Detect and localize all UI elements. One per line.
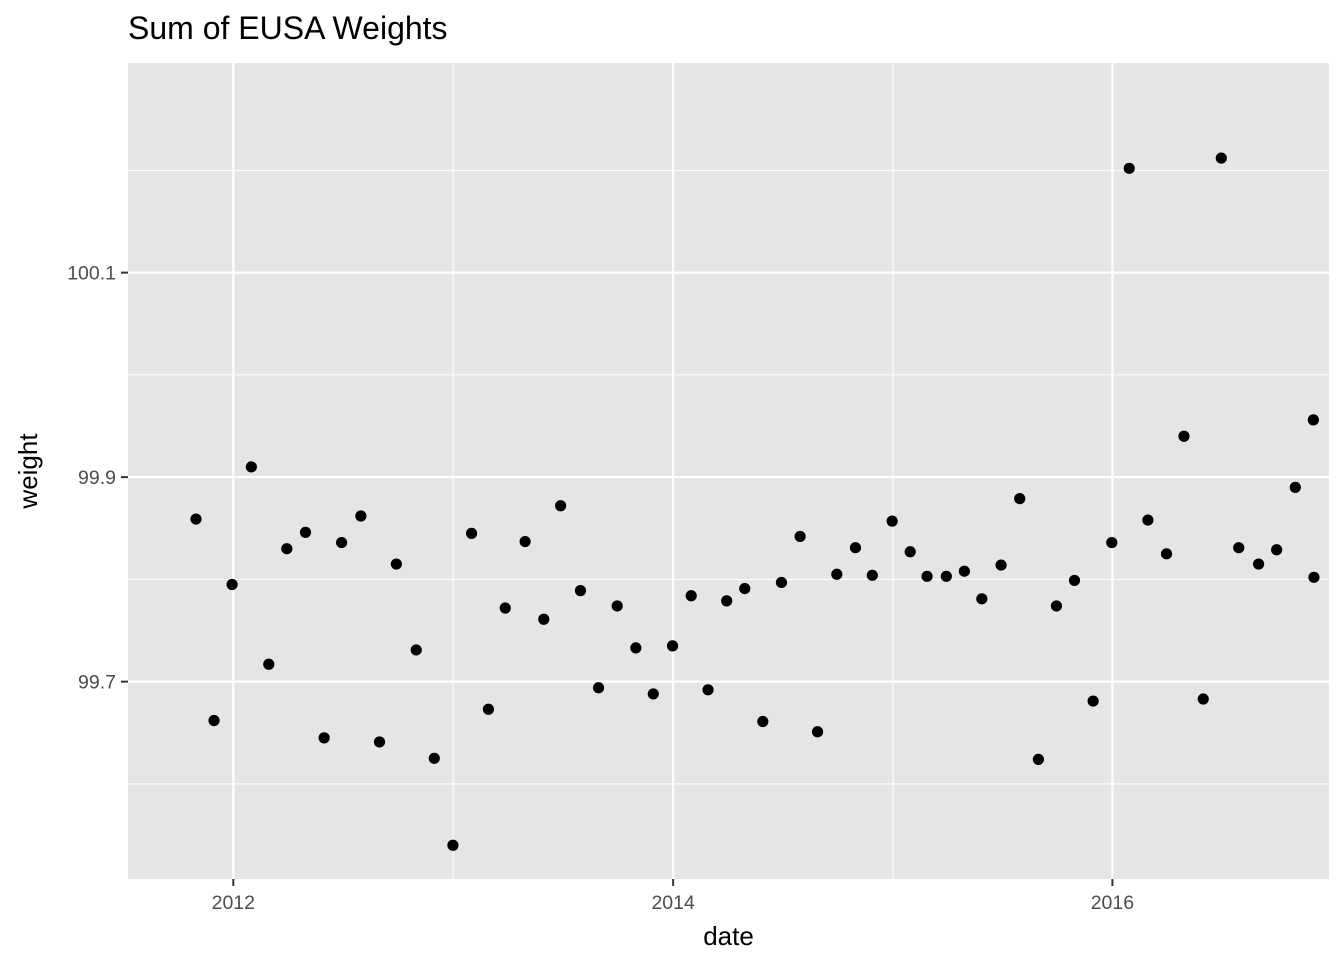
data-point <box>1032 753 1044 765</box>
data-point <box>831 568 843 580</box>
data-point <box>226 578 238 591</box>
data-point <box>849 542 862 554</box>
data-point <box>355 510 367 522</box>
data-point <box>1142 514 1154 526</box>
x-tick-label: 2012 <box>212 892 255 914</box>
data-point <box>940 570 952 582</box>
data-point <box>1106 536 1118 549</box>
data-point <box>390 558 402 570</box>
data-point <box>1160 548 1173 560</box>
x-axis-ticks: 2012 2014 2016 <box>212 879 1134 914</box>
data-point <box>592 682 605 694</box>
data-point <box>263 658 275 670</box>
y-axis-ticks: 99.7 99.9 100.1 <box>67 263 128 694</box>
chart-title: Sum of EUSA Weights <box>128 10 448 46</box>
data-point <box>281 543 293 555</box>
y-tick-label: 99.7 <box>78 672 116 694</box>
data-point <box>245 461 257 473</box>
data-point <box>757 715 769 728</box>
data-point <box>190 513 202 525</box>
plot-panel <box>128 63 1329 879</box>
data-point <box>1253 558 1265 570</box>
data-point <box>1307 414 1319 426</box>
data-point <box>1050 600 1063 612</box>
data-point <box>336 536 348 549</box>
data-point <box>1308 571 1320 583</box>
data-point <box>1233 542 1245 554</box>
data-point <box>702 684 714 696</box>
x-tick-label: 2016 <box>1091 892 1134 914</box>
data-point <box>647 688 659 700</box>
data-point <box>519 535 531 548</box>
data-point <box>739 582 751 595</box>
data-point <box>721 595 733 607</box>
y-tick-label: 99.9 <box>78 467 116 489</box>
data-point <box>555 500 567 512</box>
data-point <box>1178 430 1190 442</box>
data-point <box>611 600 623 612</box>
data-point <box>410 644 422 656</box>
data-point <box>1087 695 1099 707</box>
data-point <box>794 530 806 543</box>
data-point <box>482 703 495 715</box>
data-point <box>775 576 788 589</box>
y-axis-title: weight <box>13 433 43 510</box>
data-point <box>373 736 386 748</box>
data-point <box>318 732 330 744</box>
y-tick-label: 100.1 <box>67 263 116 285</box>
data-point <box>1289 481 1301 493</box>
data-point <box>921 570 933 582</box>
data-point <box>299 526 312 538</box>
data-point <box>538 613 550 625</box>
x-tick-label: 2014 <box>651 892 695 914</box>
data-point <box>1014 493 1026 505</box>
data-point <box>208 714 220 727</box>
data-point <box>1197 693 1209 705</box>
data-point <box>499 602 511 614</box>
data-point <box>465 527 478 539</box>
data-point <box>447 839 459 851</box>
data-point <box>811 726 824 738</box>
major-gridlines <box>128 63 1329 879</box>
data-point <box>958 565 970 577</box>
data-point <box>666 640 679 652</box>
data-point <box>574 585 587 597</box>
data-point <box>904 546 916 558</box>
data-point <box>1215 152 1227 164</box>
data-point <box>1068 574 1081 587</box>
data-point <box>428 752 440 764</box>
data-point <box>630 642 642 654</box>
data-point <box>995 559 1007 571</box>
data-point <box>886 515 898 527</box>
data-point <box>1123 162 1135 174</box>
data-point <box>685 590 697 602</box>
data-point <box>866 569 878 581</box>
x-axis-title: date <box>703 921 754 951</box>
data-points <box>190 152 1320 851</box>
data-point <box>1271 544 1283 556</box>
data-point <box>976 593 988 605</box>
minor-gridlines <box>128 63 1329 879</box>
